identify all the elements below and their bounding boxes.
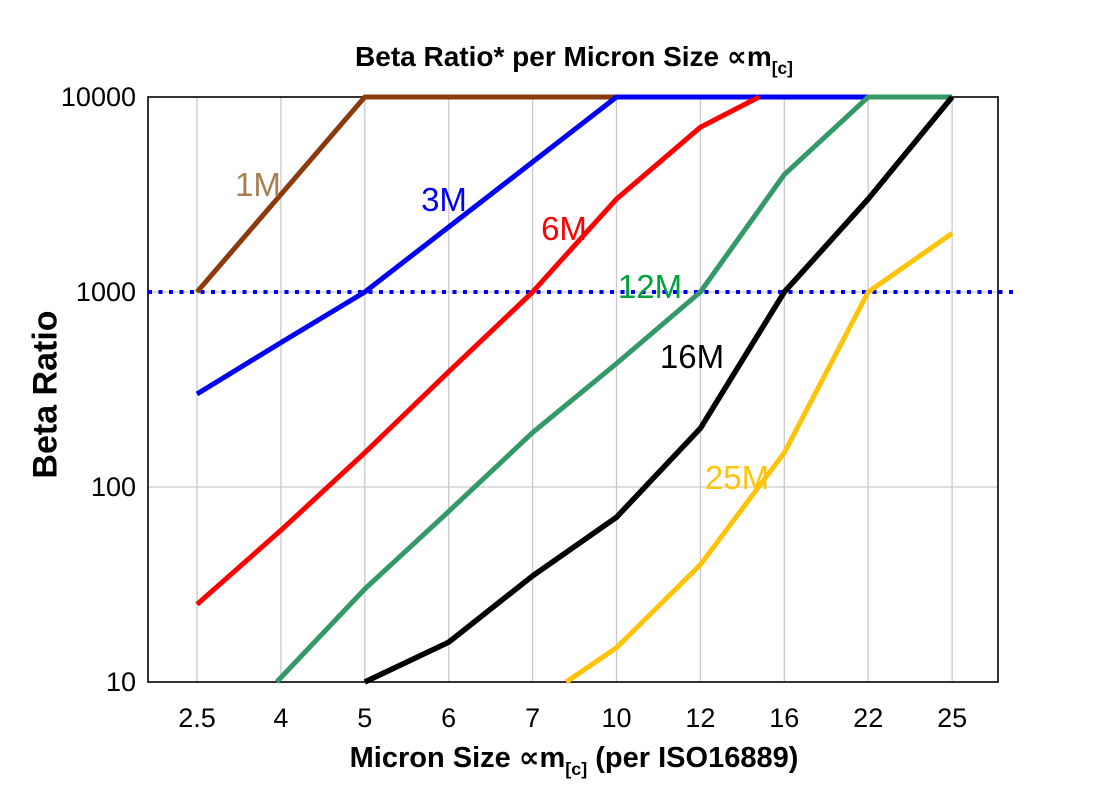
y-tick-label: 10 xyxy=(106,667,136,697)
series-line-3m xyxy=(195,94,869,397)
series-line-12m xyxy=(274,94,953,684)
series-label-6m: 6M xyxy=(541,210,587,247)
y-axis-title: Beta Ratio xyxy=(26,310,65,479)
x-axis-title-text: Micron Size xyxy=(349,742,519,774)
x-tick-label: 2.5 xyxy=(178,703,216,733)
series-label-1m: 1M xyxy=(235,166,281,203)
y-tick-label: 100 xyxy=(91,472,136,502)
x-tick-label: 5 xyxy=(357,703,372,733)
chart-title-text: Beta Ratio* per Micron Size xyxy=(355,41,727,72)
x-tick-label: 22 xyxy=(853,703,883,733)
x-tick-label: 6 xyxy=(441,703,456,733)
x-tick-label: 16 xyxy=(769,703,799,733)
x-axis-title-subscript: [c] xyxy=(565,759,588,780)
y-tick-label: 1000 xyxy=(76,277,136,307)
series-label-3m: 3M xyxy=(421,181,467,218)
chart-title: Beta Ratio* per Micron Size ∝m[c] xyxy=(148,40,1000,79)
chart-title-subscript: [c] xyxy=(771,57,793,78)
series-label-16m: 16M xyxy=(660,338,724,375)
micron-symbol: ∝m xyxy=(726,41,772,72)
series-line-25m xyxy=(564,231,954,685)
series-label-12m: 12M xyxy=(618,268,682,305)
x-tick-label: 10 xyxy=(601,703,631,733)
x-axis-title: Micron Size ∝m[c] (per ISO16889) xyxy=(148,740,1000,780)
x-tick-label: 4 xyxy=(273,703,288,733)
micron-symbol: ∝m xyxy=(518,742,566,774)
x-tick-label: 25 xyxy=(937,703,967,733)
series-line-16m xyxy=(363,95,955,685)
y-tick-label: 10000 xyxy=(61,82,136,112)
series-label-25m: 25M xyxy=(705,459,769,496)
x-axis-title-suffix: (per ISO16889) xyxy=(587,742,799,774)
series-line-6m xyxy=(195,94,761,607)
x-tick-label: 12 xyxy=(685,703,715,733)
series-line-1m xyxy=(195,94,617,294)
x-tick-label: 7 xyxy=(525,703,540,733)
